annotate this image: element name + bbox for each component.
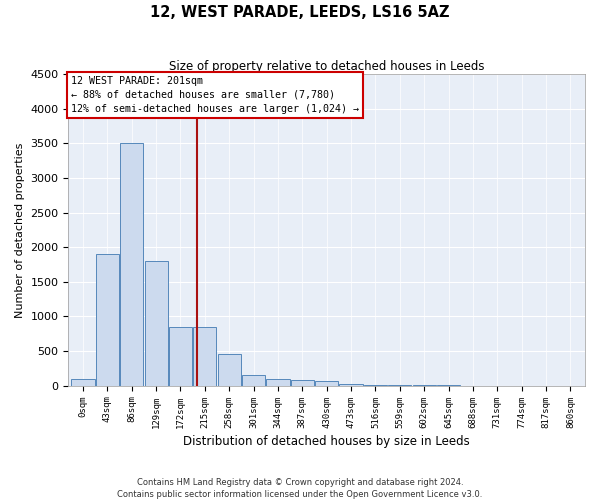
Bar	[218, 354, 241, 386]
Bar	[340, 384, 362, 386]
Bar	[291, 380, 314, 386]
Bar	[169, 327, 192, 386]
Bar	[242, 375, 265, 386]
Bar	[71, 378, 95, 386]
Bar	[364, 385, 387, 386]
Bar	[145, 261, 168, 386]
Bar	[96, 254, 119, 386]
Y-axis label: Number of detached properties: Number of detached properties	[15, 142, 25, 318]
Bar	[266, 378, 290, 386]
Bar	[120, 144, 143, 386]
Bar	[193, 327, 217, 386]
Text: 12, WEST PARADE, LEEDS, LS16 5AZ: 12, WEST PARADE, LEEDS, LS16 5AZ	[150, 5, 450, 20]
Bar	[315, 381, 338, 386]
Text: Contains HM Land Registry data © Crown copyright and database right 2024.
Contai: Contains HM Land Registry data © Crown c…	[118, 478, 482, 499]
X-axis label: Distribution of detached houses by size in Leeds: Distribution of detached houses by size …	[184, 434, 470, 448]
Text: 12 WEST PARADE: 201sqm
← 88% of detached houses are smaller (7,780)
12% of semi-: 12 WEST PARADE: 201sqm ← 88% of detached…	[71, 76, 359, 114]
Title: Size of property relative to detached houses in Leeds: Size of property relative to detached ho…	[169, 60, 484, 73]
